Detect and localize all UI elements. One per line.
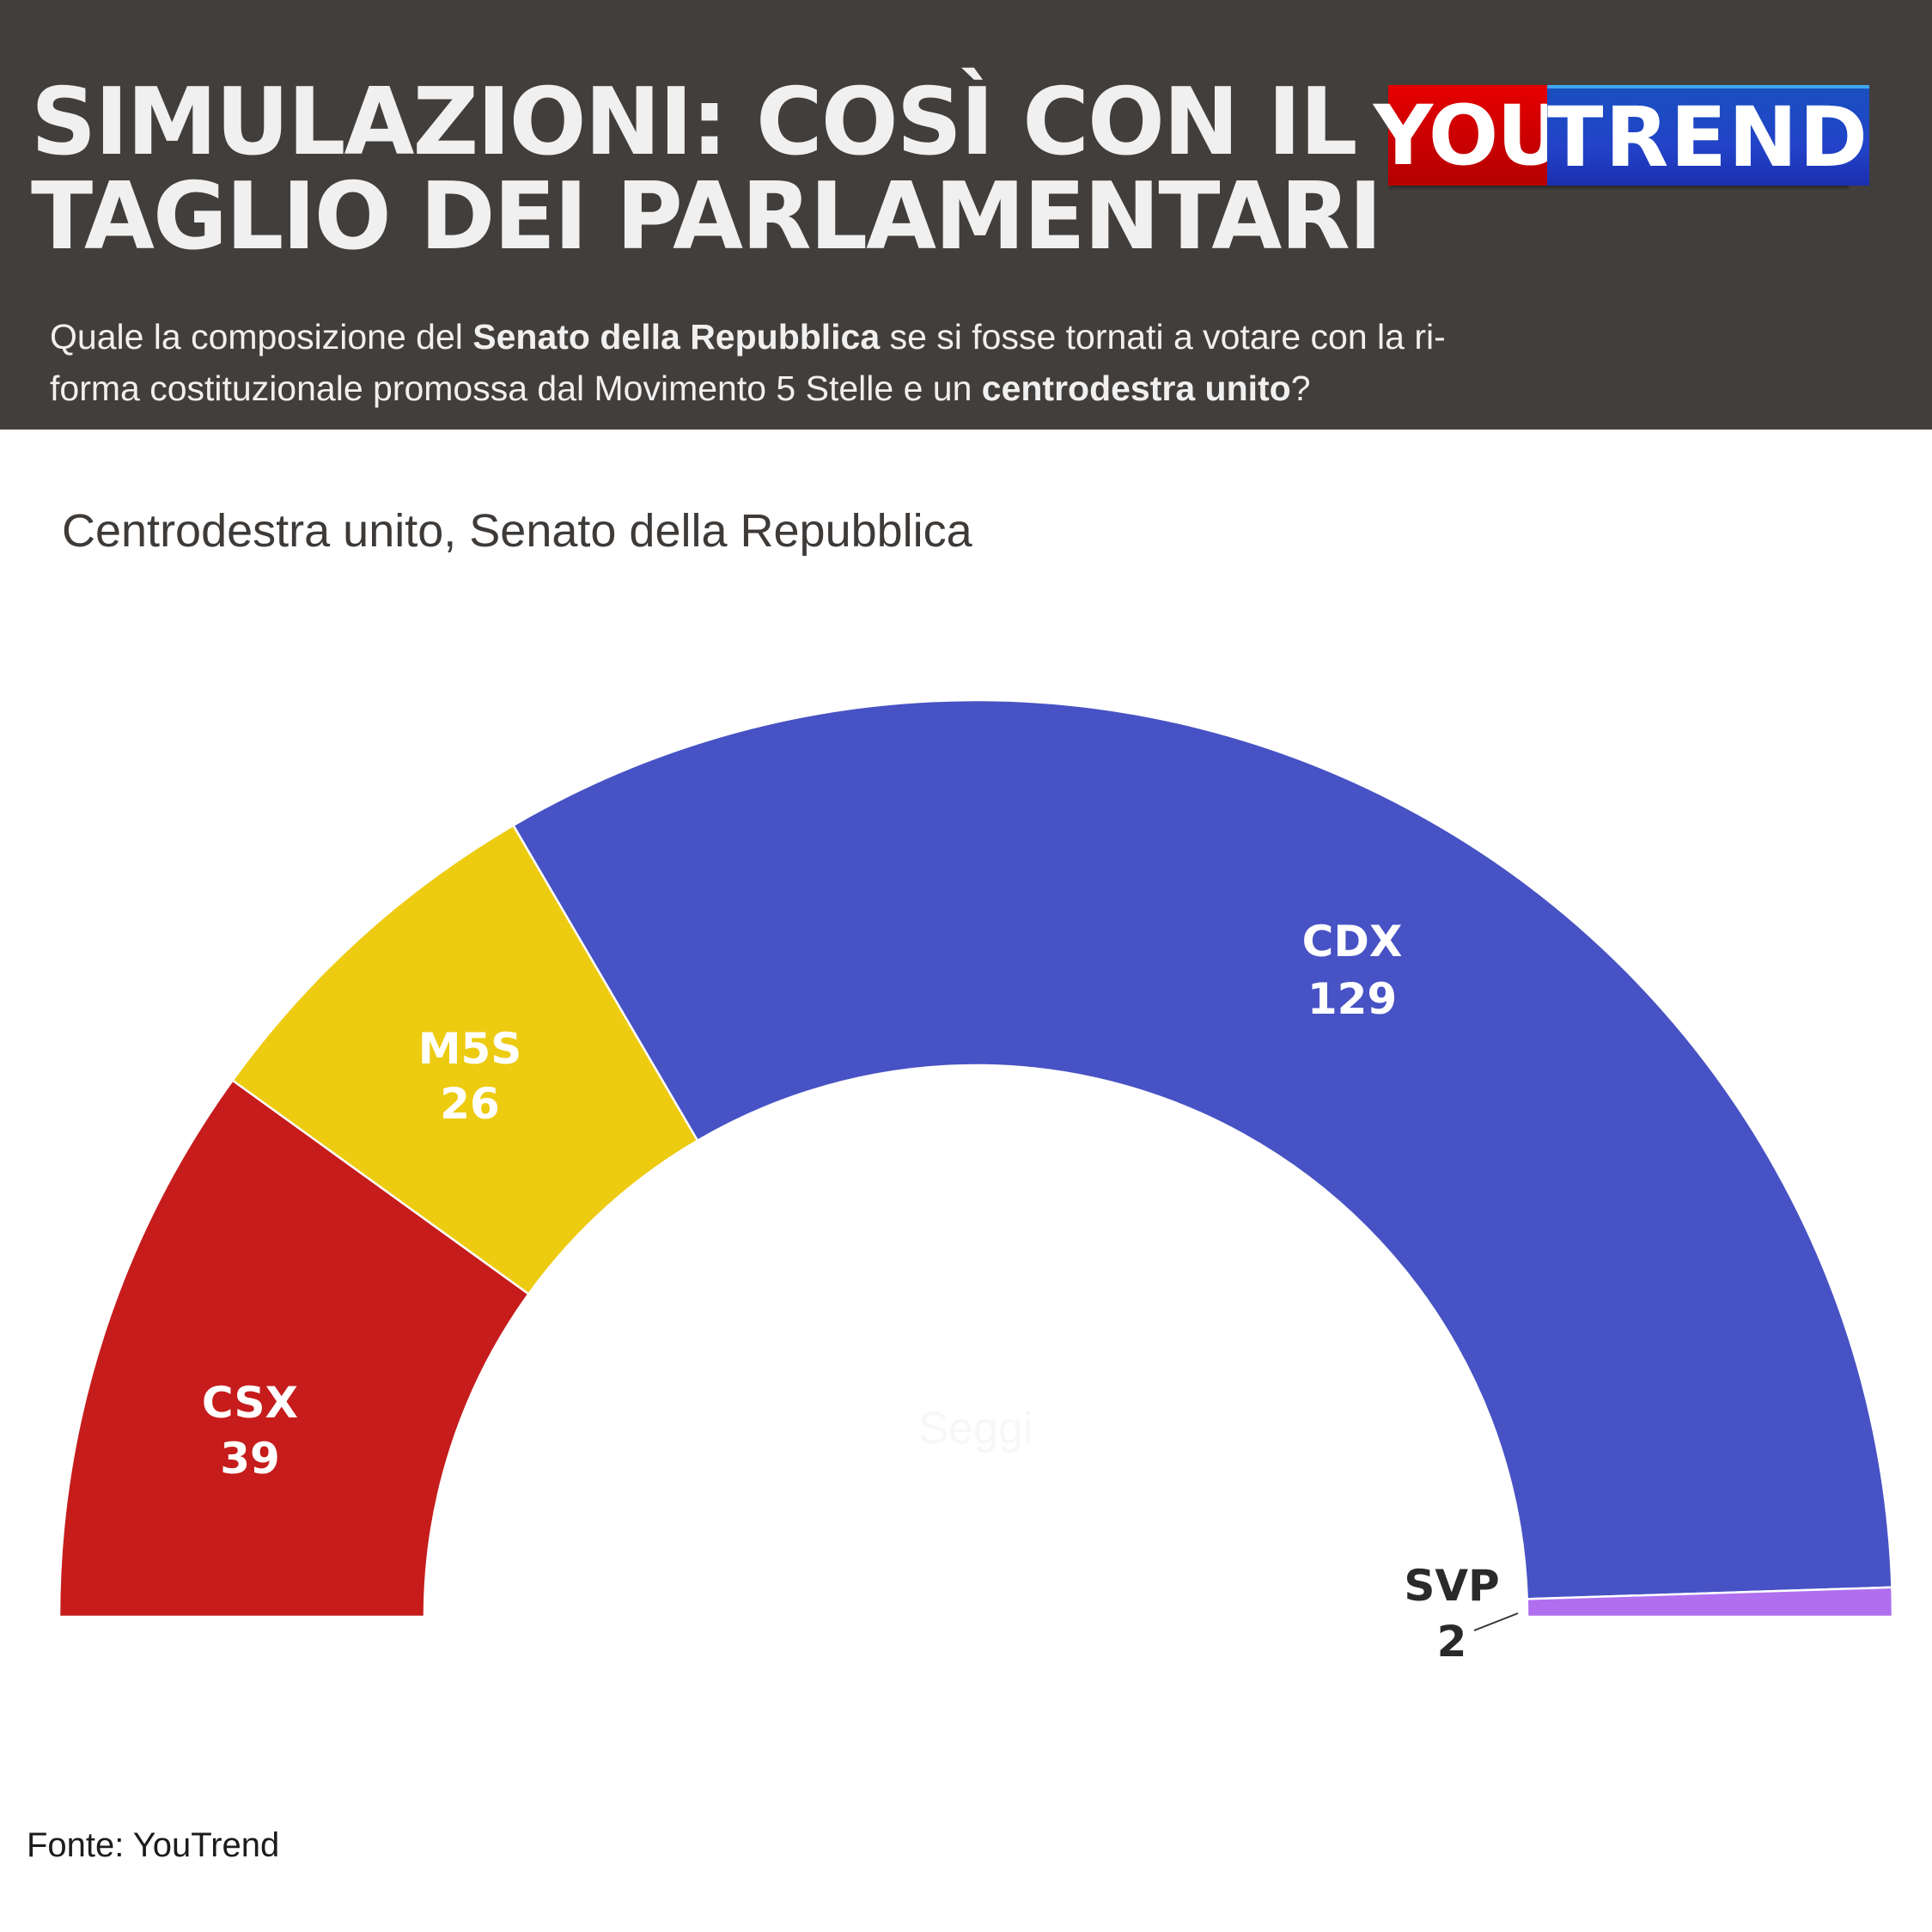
segment-csx [58, 1079, 530, 1618]
segment-value-m5s: 26 [440, 1079, 500, 1129]
subtitle-text: Quale la composizione del [50, 317, 473, 357]
segment-value-svp: 2 [1437, 1617, 1467, 1667]
header-banner: SIMULAZIONI: COSÌ CON IL TAGLIO DEI PARL… [0, 0, 1932, 430]
subtitle-line-2: forma costituzionale promossa dal Movime… [50, 363, 1854, 414]
segment-label-cdx: CDX [1302, 917, 1403, 966]
logo-trend: TREND [1547, 85, 1870, 186]
center-label: Seggi [919, 1404, 1033, 1454]
subtitle: Quale la composizione del Senato della R… [50, 311, 1854, 414]
segment-label-csx: CSX [202, 1378, 298, 1428]
segment-value-csx: 39 [220, 1434, 280, 1484]
title-line-1: SIMULAZIONI: COSÌ CON IL [31, 69, 1357, 176]
youtrend-logo: YOU TREND [1374, 85, 1870, 186]
subtitle-text: se si fosse tornati a votare con la ri- [880, 317, 1446, 357]
svp-leader-line [1473, 1612, 1519, 1631]
subtitle-text: forma costituzionale promossa dal Movime… [50, 369, 982, 408]
subtitle-line-1: Quale la composizione del Senato della R… [50, 311, 1854, 363]
source-note: Fonte: YouTrend [27, 1826, 280, 1864]
segment-value-cdx: 129 [1307, 974, 1397, 1024]
title-line-2: TAGLIO DEI PARLAMENTARI [31, 163, 1382, 271]
segment-label-svp: SVP [1404, 1561, 1499, 1611]
segment-svp [1526, 1586, 1894, 1618]
logo-you: YOU [1374, 85, 1563, 186]
page-title: SIMULAZIONI: COSÌ CON IL TAGLIO DEI PARL… [31, 69, 1382, 271]
segment-label-m5s: M5S [418, 1024, 522, 1074]
subtitle-text: ? [1290, 369, 1311, 408]
segment-cdx [512, 698, 1893, 1600]
subtitle-bold-centrodestra: centrodestra unito [981, 369, 1291, 408]
chart-title: Centrodestra unito, Senato della Repubbl… [62, 505, 972, 557]
subtitle-bold-senate: Senato della Repubblica [472, 317, 881, 357]
